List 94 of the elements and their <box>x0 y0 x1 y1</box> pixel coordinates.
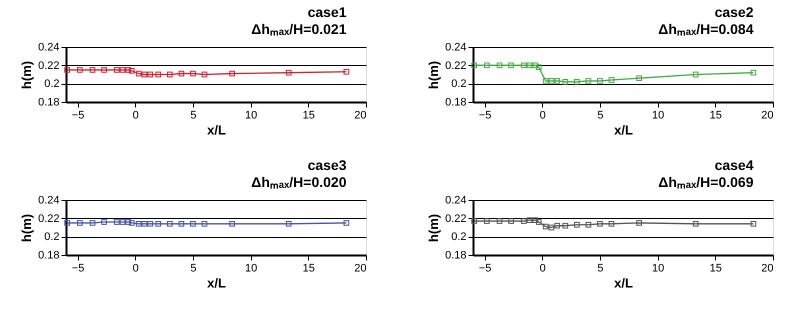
x-tick-label: 10 <box>652 262 664 274</box>
y-tick-label: 0.22 <box>445 60 466 72</box>
y-tick-label: 0.24 <box>445 42 466 54</box>
chart-subtitle: Δhₘₐₓ/H=0.069 <box>658 174 754 190</box>
point <box>750 70 756 76</box>
point <box>574 78 580 85</box>
x-axis-title: x/L <box>207 276 226 290</box>
point <box>574 222 580 228</box>
point <box>608 220 614 227</box>
y-tick-label: 0.24 <box>445 194 466 206</box>
x-tick-label: −5 <box>72 262 84 274</box>
x-tick-label: 20 <box>354 262 366 274</box>
x-tick-label: 20 <box>354 110 366 122</box>
y-tick-label: 0.24 <box>38 194 60 206</box>
y-axis-title: h(m) <box>19 60 34 90</box>
point <box>562 78 568 85</box>
x-tick-label: 15 <box>710 110 722 122</box>
point <box>532 217 538 224</box>
x-tick-label: 5 <box>597 262 604 274</box>
y-tick-label: 0.18 <box>445 96 466 108</box>
point <box>508 218 514 224</box>
point <box>554 222 560 229</box>
y-axis-title: h(m) <box>19 214 34 242</box>
point <box>520 62 527 68</box>
x-tick-label: −5 <box>478 110 492 122</box>
y-tick-label: 0.2 <box>44 231 60 244</box>
x-tick-label: −5 <box>478 262 492 274</box>
x-tick-label: 5 <box>190 110 196 122</box>
point <box>508 62 514 68</box>
y-tick-label: 0.18 <box>38 250 60 262</box>
chart-title: case3 <box>308 157 347 173</box>
y-axis-title: h(m) <box>426 60 442 90</box>
x-tick-label: 0 <box>540 110 546 122</box>
y-tick-label: 0.18 <box>445 250 466 262</box>
y-tick-label: 0.2 <box>44 78 60 90</box>
y-tick-label: 0.24 <box>38 42 60 54</box>
point <box>548 78 554 84</box>
point <box>496 218 502 224</box>
point <box>636 220 642 226</box>
x-tick-label: 0 <box>132 110 139 122</box>
point <box>750 220 756 227</box>
x-tick-label: 20 <box>761 262 774 274</box>
x-tick-label: 15 <box>710 262 722 274</box>
x-tick-label: 10 <box>244 262 258 274</box>
point <box>526 217 532 224</box>
x-tick-label: 0 <box>132 262 139 274</box>
x-tick-label: 5 <box>597 110 604 122</box>
x-tick-label: 20 <box>761 110 774 122</box>
y-tick-label: 0.18 <box>38 96 60 108</box>
x-axis-title: x/L <box>614 276 633 290</box>
x-axis-title: x/L <box>207 122 226 138</box>
point <box>636 75 642 82</box>
x-tick-label: 10 <box>652 110 664 122</box>
point <box>692 72 699 78</box>
chart-title: case4 <box>714 157 754 173</box>
point <box>608 77 614 83</box>
chart-subtitle: Δhₘₐₓ/H=0.021 <box>251 21 347 37</box>
x-tick-label: 5 <box>190 262 196 274</box>
point <box>532 62 538 68</box>
x-tick-label: 15 <box>302 262 315 274</box>
point <box>526 62 532 68</box>
y-axis-title: h(m) <box>426 214 442 242</box>
y-tick-label: 0.2 <box>451 231 466 244</box>
chart-subtitle: Δhₘₐₓ/H=0.020 <box>251 174 347 190</box>
x-tick-label: −5 <box>72 110 84 122</box>
point <box>586 222 592 228</box>
x-tick-label: 0 <box>540 262 546 274</box>
chart-title: case1 <box>308 4 347 20</box>
point <box>496 62 502 68</box>
point <box>542 224 549 230</box>
point <box>484 218 490 224</box>
point <box>554 78 560 84</box>
x-axis-title: x/L <box>614 122 633 138</box>
y-tick-label: 0.2 <box>451 78 466 90</box>
point <box>471 218 477 224</box>
point <box>597 220 603 227</box>
point <box>536 219 542 225</box>
point <box>484 62 490 68</box>
y-tick-label: 0.22 <box>445 212 466 225</box>
y-tick-label: 0.22 <box>38 212 60 225</box>
point <box>692 220 699 227</box>
point <box>536 64 542 70</box>
x-tick-label: 10 <box>244 110 258 122</box>
point <box>597 78 603 84</box>
point <box>471 62 477 68</box>
x-tick-label: 15 <box>302 110 315 122</box>
chart-subtitle: Δhₘₐₓ/H=0.084 <box>658 21 754 37</box>
point <box>548 224 554 230</box>
point <box>586 78 592 84</box>
point <box>562 222 568 229</box>
chart-title: case2 <box>714 4 754 20</box>
point <box>542 78 549 84</box>
point <box>520 218 527 224</box>
y-tick-label: 0.22 <box>38 60 60 72</box>
